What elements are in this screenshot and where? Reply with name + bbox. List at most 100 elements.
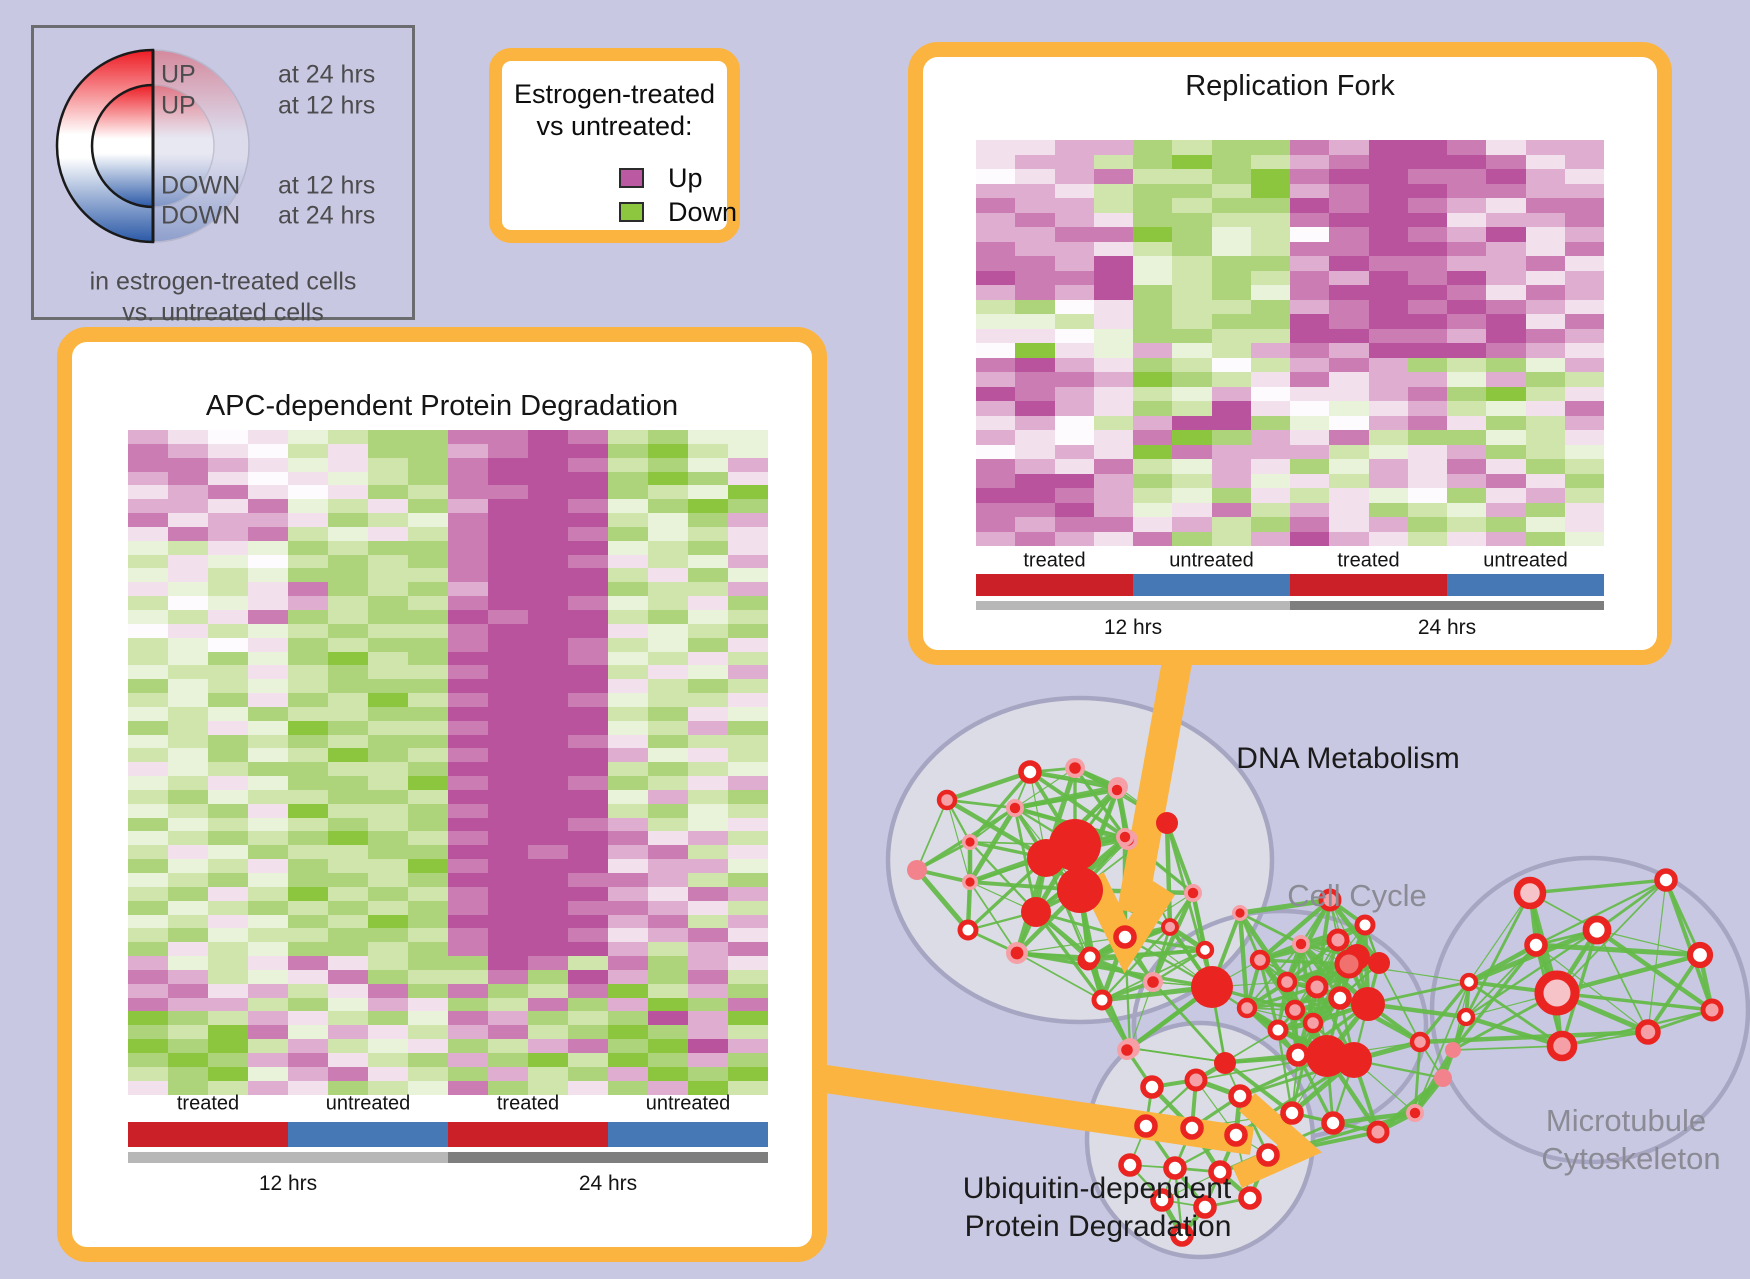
- heatmap-cell: [448, 762, 488, 777]
- heatmap-cell: [1329, 285, 1369, 300]
- heatmap-cell: [328, 748, 368, 763]
- heatmap-cell: [328, 540, 368, 555]
- heatmap-cell: [288, 513, 328, 527]
- heatmap-cell: [1368, 343, 1408, 358]
- heatmap-cell: [168, 457, 208, 472]
- heatmap-row: [128, 623, 768, 638]
- heatmap-cell: [528, 914, 568, 929]
- heatmap-cell: [688, 900, 728, 915]
- network-node: [1459, 972, 1479, 992]
- heatmap-cell: [168, 443, 208, 458]
- heatmap-cell: [168, 914, 208, 929]
- heatmap-cell: [1211, 357, 1251, 372]
- heatmap-cell: [1250, 169, 1290, 184]
- heatmap-row: [128, 859, 768, 873]
- heatmap-cell: [288, 471, 328, 486]
- heatmap-cell: [528, 1052, 568, 1067]
- heatmap-row: [128, 499, 768, 514]
- heatmap-cell: [168, 942, 208, 957]
- heatmap-cell: [208, 679, 248, 694]
- heatmap-grid: [128, 430, 768, 1095]
- heatmap-cell: [608, 568, 648, 583]
- heatmap-cell: [128, 430, 168, 444]
- legend-time-24: at 24 hrs: [278, 60, 376, 89]
- heatmap-cell: [728, 789, 768, 804]
- heatmap-cell: [208, 886, 248, 901]
- heatmap-cell: [168, 596, 208, 610]
- heatmap-cell: [1564, 502, 1604, 517]
- network-node: [1534, 970, 1580, 1016]
- heatmap-row: [128, 789, 768, 804]
- heatmap-cell: [1015, 343, 1055, 358]
- heatmap-cell: [976, 299, 1016, 314]
- heatmap-cell: [1093, 401, 1133, 416]
- heatmap-cell: [1054, 227, 1094, 242]
- network-edge: [1467, 943, 1538, 984]
- heatmap-cell: [208, 914, 248, 929]
- heatmap-cell: [448, 942, 488, 957]
- heatmap-cell: [208, 762, 248, 777]
- heatmap-cell: [448, 430, 488, 444]
- network-edge: [1367, 980, 1470, 1006]
- heatmap-row: [128, 956, 768, 970]
- heatmap-cell: [1211, 140, 1251, 155]
- network-edge: [1465, 944, 1537, 1018]
- heatmap-cell: [1133, 502, 1173, 517]
- heatmap-cell: [248, 651, 288, 666]
- heatmap-cell: [1015, 401, 1055, 416]
- heatmap-cell: [368, 526, 408, 541]
- heatmap-cell: [408, 651, 448, 666]
- heatmap-cell: [1368, 227, 1408, 242]
- network-edge: [915, 868, 970, 932]
- heatmap-cell: [368, 956, 408, 970]
- heatmap-cell: [248, 803, 288, 818]
- heatmap-cell: [568, 900, 608, 915]
- heatmap-row: [976, 357, 1604, 372]
- heatmap-cell: [1172, 459, 1212, 474]
- heatmap-cell: [1407, 459, 1447, 474]
- heatmap-cell: [448, 568, 488, 583]
- heatmap-cell: [568, 499, 608, 514]
- heatmap-cell: [408, 623, 448, 638]
- heatmap-cell: [688, 789, 728, 804]
- heatmap-cell: [128, 540, 168, 555]
- heatmap-cell: [1054, 241, 1094, 256]
- heatmap-row: [128, 776, 768, 790]
- heatmap-cell: [1250, 256, 1290, 271]
- heatmap-cell: [976, 444, 1016, 459]
- heatmap-cell: [1172, 357, 1212, 372]
- heatmap-cell: [728, 1052, 768, 1067]
- heatmap-cell: [1093, 212, 1133, 227]
- heatmap-cell: [1564, 314, 1604, 329]
- heatmap-cell: [1290, 357, 1330, 372]
- heatmap-cell: [1133, 517, 1173, 532]
- heatmap-cell: [1133, 386, 1173, 401]
- heatmap-cell: [368, 665, 408, 680]
- heatmap-cell: [1054, 357, 1094, 372]
- heatmap-cell: [1368, 531, 1408, 546]
- heatmap-cell: [1447, 314, 1487, 329]
- heatmap-cell: [248, 776, 288, 790]
- network-edge: [945, 798, 1048, 860]
- heatmap-cell: [568, 789, 608, 804]
- heatmap-cell: [1250, 285, 1290, 300]
- heatmap-cell: [1447, 386, 1487, 401]
- heatmap-cell: [288, 720, 328, 735]
- heatmap-cell: [488, 720, 528, 735]
- heatmap-cell: [208, 430, 248, 444]
- heatmap-row: [128, 1080, 768, 1095]
- heatmap-cell: [608, 554, 648, 569]
- heatmap-cell: [1211, 314, 1251, 329]
- heatmap-cell: [368, 679, 408, 694]
- heatmap-cell: [1290, 430, 1330, 445]
- heatmap-cell: [528, 637, 568, 652]
- heatmap-cell: [568, 928, 608, 943]
- network-node: [1582, 915, 1612, 945]
- heatmap-cell: [688, 706, 728, 721]
- heatmap-cell: [1172, 227, 1212, 242]
- heatmap-cell: [648, 457, 688, 472]
- heatmap-cell: [688, 956, 728, 970]
- heatmap-row: [976, 473, 1604, 488]
- heatmap-cell: [328, 1039, 368, 1053]
- heatmap-cell: [648, 596, 688, 610]
